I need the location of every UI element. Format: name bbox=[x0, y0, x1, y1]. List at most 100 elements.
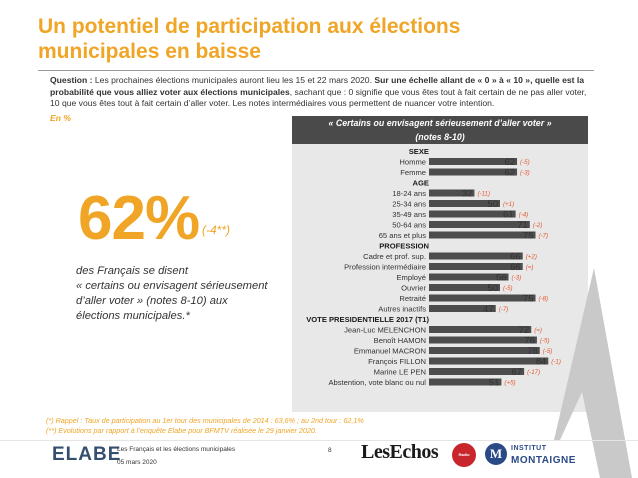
footer-divider bbox=[0, 440, 638, 441]
bar-value-label: 67 bbox=[512, 367, 523, 378]
bar-label: Abstention, vote blanc ou nul bbox=[328, 378, 426, 387]
headline-value: 62% bbox=[78, 184, 200, 253]
bar-value-label: 61 bbox=[503, 210, 514, 221]
bar bbox=[429, 210, 516, 218]
group-header: PROFESSION bbox=[379, 242, 429, 251]
unit-label: En % bbox=[50, 113, 72, 123]
bar-label: Jean-Luc MELENCHON bbox=[344, 326, 426, 335]
bar-value-label: 62 bbox=[504, 168, 515, 179]
bar-delta-label: (-8) bbox=[539, 296, 549, 303]
bar-delta-label: (-17) bbox=[527, 369, 540, 376]
bar-delta-label: (-2) bbox=[533, 222, 543, 229]
question-bold: Sur une échelle allant de « 0 » à « 10 »… bbox=[50, 75, 585, 97]
institut-montaigne-logo: M bbox=[485, 443, 507, 465]
institut-montaigne-mark: M bbox=[489, 446, 503, 461]
bar-delta-label: (-3) bbox=[512, 275, 522, 282]
bar bbox=[429, 326, 532, 333]
bar-value-label: 78 bbox=[527, 346, 538, 357]
bar-label: 50-64 ans bbox=[392, 221, 426, 230]
bar bbox=[429, 221, 530, 228]
question-label: Question : bbox=[50, 75, 95, 85]
radio-classique-logo: Radio Classique bbox=[452, 443, 476, 478]
bar-label: Ouvrier bbox=[401, 284, 426, 293]
headline-delta: (-4**) bbox=[202, 223, 231, 237]
bar-value-label: 66 bbox=[510, 262, 521, 273]
bar-value-label: 50 bbox=[487, 283, 498, 294]
bar-label: Benoît HAMON bbox=[374, 336, 426, 345]
bar bbox=[429, 263, 523, 270]
footnote-2: (**) Evolutions par rapport à l’enquête … bbox=[46, 426, 317, 435]
bar-delta-label: (+2) bbox=[526, 254, 537, 261]
bar-label: Employé bbox=[396, 273, 426, 282]
title-divider bbox=[38, 70, 594, 71]
bar bbox=[429, 378, 502, 386]
radio-classique-text: Radio Classique bbox=[455, 452, 474, 478]
headline-desc-line: d’aller voter » (notes 8-10) aux bbox=[76, 295, 228, 307]
bar-delta-label: (-11) bbox=[477, 191, 490, 198]
bar bbox=[429, 273, 509, 281]
bar-value-label: 72 bbox=[519, 325, 530, 336]
bar-value-label: 71 bbox=[517, 220, 528, 231]
footer-study-title: Les Français et les élections municipale… bbox=[117, 446, 236, 453]
bar-value-label: 50 bbox=[487, 199, 498, 210]
bar bbox=[429, 357, 549, 365]
bar-value-label: 56 bbox=[496, 273, 507, 284]
bar-label: Cadre et prof. sup. bbox=[363, 252, 426, 261]
bar bbox=[429, 158, 518, 165]
bar bbox=[429, 368, 525, 375]
chart-header: « Certains ou envisagent sérieusement d’… bbox=[292, 116, 588, 144]
bar-value-label: 47 bbox=[483, 304, 494, 315]
bar bbox=[429, 294, 536, 302]
footer-date: 05 mars 2020 bbox=[117, 459, 157, 466]
chart-header-line-1: « Certains ou envisagent sérieusement d’… bbox=[328, 118, 552, 128]
question-part-2: , sachant que : 0 signifie que vous êtes… bbox=[50, 86, 587, 109]
bar-delta-label: (-1) bbox=[551, 359, 561, 366]
headline-desc-line: élections municipales.* bbox=[76, 310, 190, 322]
bar-delta-label: (-7) bbox=[499, 306, 509, 313]
bar-value-label: 51 bbox=[489, 378, 500, 389]
bar-delta-label: (=) bbox=[526, 264, 534, 271]
bar-label: Profession intermédiaire bbox=[344, 263, 426, 272]
bar-value-label: 75 bbox=[523, 231, 534, 242]
bar bbox=[429, 284, 500, 291]
group-header: AGE bbox=[413, 179, 429, 188]
bar bbox=[429, 305, 496, 312]
bar-value-label: 84 bbox=[536, 357, 547, 368]
bar-label: Emmanuel MACRON bbox=[354, 347, 426, 356]
bar-label: Marine LE PEN bbox=[374, 368, 426, 377]
bar-delta-label: (-7) bbox=[539, 233, 549, 240]
bar bbox=[429, 189, 475, 197]
headline-description: des Français se disent « certains ou env… bbox=[76, 264, 286, 324]
question-text: Question : Les prochaines élections muni… bbox=[50, 75, 595, 110]
headline-desc-line: des Français se disent bbox=[76, 265, 188, 277]
page-title: Un potentiel de participation aux électi… bbox=[38, 15, 461, 63]
bar-delta-label: (-5) bbox=[540, 338, 550, 345]
group-header: SEXE bbox=[409, 147, 429, 156]
bar bbox=[429, 336, 537, 344]
bar-label: 18-24 ans bbox=[392, 189, 426, 198]
bar bbox=[429, 168, 518, 176]
bar-label: François FILLON bbox=[368, 357, 426, 366]
question-part-1: Les prochaines élections municipales aur… bbox=[94, 75, 375, 85]
bar-label: 65 ans et plus bbox=[379, 231, 426, 240]
footnotes: (*) Rappel : Taux de participation au 1e… bbox=[46, 416, 364, 436]
bar bbox=[429, 231, 536, 239]
bar-delta-label: (+1) bbox=[503, 201, 514, 208]
bar-value-label: 75 bbox=[523, 294, 534, 305]
bar-label: Autres inactifs bbox=[378, 305, 426, 314]
bar-value-label: 76 bbox=[524, 336, 535, 347]
institut-montaigne-line-2: MONTAIGNE bbox=[511, 455, 576, 466]
headline-desc-line: « certains ou envisagent sérieusement bbox=[76, 280, 268, 292]
footnote-1: (*) Rappel : Taux de participation au 1e… bbox=[46, 416, 364, 425]
bar-delta-label: (=) bbox=[534, 327, 542, 334]
bar-label: 35-49 ans bbox=[392, 210, 426, 219]
bar-delta-label: (-4) bbox=[519, 212, 529, 219]
bar bbox=[429, 200, 500, 207]
bar-value-label: 66 bbox=[510, 252, 521, 263]
bar-value-label: 62 bbox=[504, 157, 515, 168]
bar-delta-label: (-5) bbox=[503, 285, 513, 292]
bar-label: Homme bbox=[399, 158, 426, 167]
page-number: 8 bbox=[328, 447, 332, 454]
bar-delta-label: (-5) bbox=[543, 348, 553, 355]
